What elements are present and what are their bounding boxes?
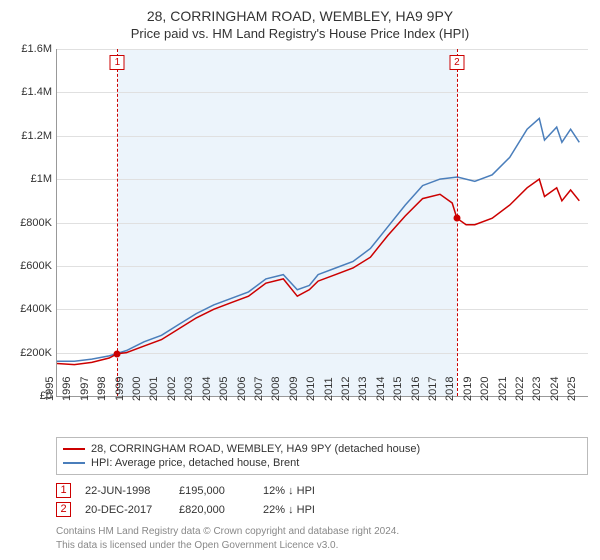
- x-tick-label: 2008: [270, 377, 282, 401]
- x-tick-label: 2002: [166, 377, 178, 401]
- y-tick-label: £1.4M: [21, 86, 52, 98]
- y-tick-label: £800K: [20, 217, 52, 229]
- sale-marker-label: 2: [449, 55, 464, 70]
- x-tick-label: 2022: [514, 377, 526, 401]
- footer-line: This data is licensed under the Open Gov…: [56, 539, 588, 553]
- footer-attribution: Contains HM Land Registry data © Crown c…: [56, 525, 588, 552]
- sale-marker-dot: [453, 215, 460, 222]
- sale-marker-dot: [114, 350, 121, 357]
- sale-price: £820,000: [179, 504, 249, 516]
- x-tick-label: 2019: [462, 377, 474, 401]
- y-tick-label: £1.2M: [21, 130, 52, 142]
- x-axis: 1995199619971998199920002001200220032004…: [56, 397, 588, 433]
- x-tick-label: 1999: [113, 377, 125, 401]
- y-tick-label: £1M: [31, 173, 52, 185]
- sales-table: 1 22-JUN-1998 £195,000 12% ↓ HPI 2 20-DE…: [56, 481, 588, 519]
- x-tick-label: 1997: [79, 377, 91, 401]
- x-tick-label: 2001: [148, 377, 160, 401]
- y-tick-label: £1.6M: [21, 43, 52, 55]
- x-tick-label: 1996: [61, 377, 73, 401]
- x-tick-label: 1995: [44, 377, 56, 401]
- chart-area: £0£200K£400K£600K£800K£1M£1.2M£1.4M£1.6M…: [12, 49, 588, 397]
- series-hpi: [57, 118, 579, 361]
- x-tick-label: 2025: [566, 377, 578, 401]
- sale-date: 20-DEC-2017: [85, 504, 165, 516]
- x-tick-label: 2013: [357, 377, 369, 401]
- legend-label: HPI: Average price, detached house, Bren…: [91, 457, 299, 469]
- sales-row: 1 22-JUN-1998 £195,000 12% ↓ HPI: [56, 481, 588, 500]
- sales-row: 2 20-DEC-2017 £820,000 22% ↓ HPI: [56, 500, 588, 519]
- sale-price: £195,000: [179, 485, 249, 497]
- x-tick-label: 2018: [444, 377, 456, 401]
- legend-item: 28, CORRINGHAM ROAD, WEMBLEY, HA9 9PY (d…: [63, 442, 581, 456]
- chart-plot: 12: [56, 49, 588, 397]
- sale-marker-line: [457, 49, 458, 396]
- x-tick-label: 2023: [531, 377, 543, 401]
- x-tick-label: 2016: [409, 377, 421, 401]
- sale-marker-label: 1: [110, 55, 125, 70]
- sale-diff: 22% ↓ HPI: [263, 504, 353, 516]
- x-tick-label: 2012: [340, 377, 352, 401]
- x-tick-label: 2020: [479, 377, 491, 401]
- sale-diff: 12% ↓ HPI: [263, 485, 353, 497]
- y-tick-label: £200K: [20, 347, 52, 359]
- sale-marker-number: 2: [56, 502, 71, 517]
- x-tick-label: 2014: [375, 377, 387, 401]
- x-tick-label: 2017: [427, 377, 439, 401]
- series-price: [57, 179, 579, 365]
- y-tick-label: £400K: [20, 303, 52, 315]
- x-tick-label: 2003: [183, 377, 195, 401]
- chart-title: 28, CORRINGHAM ROAD, WEMBLEY, HA9 9PY: [12, 8, 588, 24]
- x-tick-label: 2000: [131, 377, 143, 401]
- legend-swatch: [63, 462, 85, 464]
- x-tick-label: 2005: [218, 377, 230, 401]
- sale-marker-line: [117, 49, 118, 396]
- x-tick-label: 2011: [323, 377, 335, 401]
- x-tick-label: 1998: [96, 377, 108, 401]
- x-tick-label: 2007: [253, 377, 265, 401]
- y-tick-label: £600K: [20, 260, 52, 272]
- x-tick-label: 2024: [549, 377, 561, 401]
- y-axis: £0£200K£400K£600K£800K£1M£1.2M£1.4M£1.6M: [12, 49, 56, 397]
- x-tick-label: 2006: [235, 377, 247, 401]
- sale-marker-number: 1: [56, 483, 71, 498]
- x-tick-label: 2010: [305, 377, 317, 401]
- x-tick-label: 2021: [496, 377, 508, 401]
- x-tick-label: 2015: [392, 377, 404, 401]
- legend-swatch: [63, 448, 85, 450]
- x-tick-label: 2004: [200, 377, 212, 401]
- x-tick-label: 2009: [287, 377, 299, 401]
- footer-line: Contains HM Land Registry data © Crown c…: [56, 525, 588, 539]
- sale-date: 22-JUN-1998: [85, 485, 165, 497]
- legend-label: 28, CORRINGHAM ROAD, WEMBLEY, HA9 9PY (d…: [91, 443, 420, 455]
- legend: 28, CORRINGHAM ROAD, WEMBLEY, HA9 9PY (d…: [56, 437, 588, 475]
- chart-subtitle: Price paid vs. HM Land Registry's House …: [12, 26, 588, 41]
- legend-item: HPI: Average price, detached house, Bren…: [63, 456, 581, 470]
